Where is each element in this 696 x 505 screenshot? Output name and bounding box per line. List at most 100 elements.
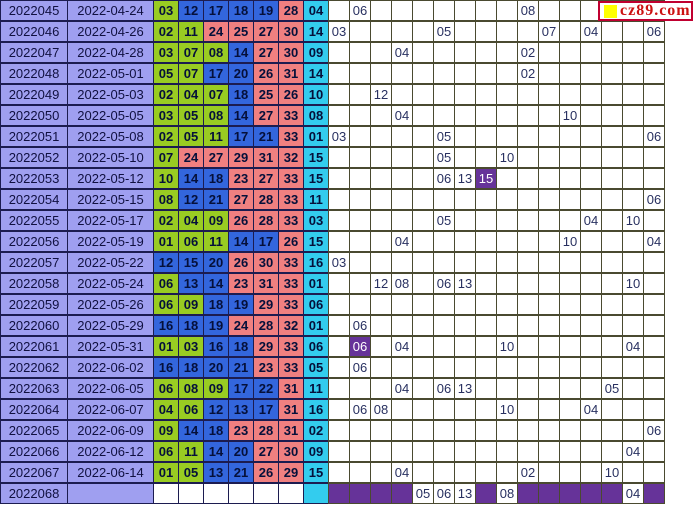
blue-ball-cell: 05 (303, 357, 329, 378)
grid-cell (475, 357, 497, 378)
grid-cell (349, 483, 371, 504)
grid-cell (454, 42, 476, 63)
logo-text: cz89.com (620, 2, 691, 19)
red-ball-cell: 17 (228, 126, 254, 147)
grid-cell (370, 147, 392, 168)
grid-cell (349, 42, 371, 63)
grid-cell (475, 105, 497, 126)
red-ball-cell: 18 (178, 315, 204, 336)
grid-cell: 12 (370, 273, 392, 294)
red-ball-cell: 05 (178, 126, 204, 147)
grid-cell (601, 84, 623, 105)
blue-ball-cell: 03 (303, 210, 329, 231)
red-ball-cell: 11 (178, 21, 204, 42)
grid-cell (643, 462, 665, 483)
red-ball-cell: 06 (153, 294, 179, 315)
draw-row: 2022053 2022-05-12 10 14 18 23 27 33 15 06 13 15 (0, 168, 665, 189)
grid-cell (328, 168, 350, 189)
grid-cell (601, 273, 623, 294)
grid-cell: 04 (643, 231, 665, 252)
grid-cell (622, 105, 644, 126)
grid-cell (580, 357, 602, 378)
grid-cell (538, 315, 560, 336)
draw-row: 2022062 2022-06-02 16 18 20 21 23 33 05 06 (0, 357, 665, 378)
date-cell: 2022-06-12 (67, 441, 154, 462)
grid-cell (475, 63, 497, 84)
grid-cell (433, 357, 455, 378)
red-ball-cell: 18 (228, 336, 254, 357)
grid-cell (580, 462, 602, 483)
grid-cell (454, 357, 476, 378)
grid-cell (559, 441, 581, 462)
red-ball-cell: 30 (278, 441, 304, 462)
grid-cell (580, 294, 602, 315)
grid-cell (559, 168, 581, 189)
grid-cell (580, 168, 602, 189)
grid-cell (517, 294, 539, 315)
grid-cell: 04 (391, 462, 413, 483)
red-ball-cell: 09 (203, 210, 229, 231)
grid-cell: 06 (349, 315, 371, 336)
red-ball-cell: 28 (253, 420, 279, 441)
grid-cell (601, 420, 623, 441)
date-cell: 2022-05-17 (67, 210, 154, 231)
grid-cell (433, 294, 455, 315)
grid-cell: 02 (517, 42, 539, 63)
grid-cell (496, 42, 518, 63)
date-cell: 2022-05-29 (67, 315, 154, 336)
grid-cell: 05 (433, 147, 455, 168)
grid-cell (496, 21, 518, 42)
draw-row: 2022068 05 06 13 08 04 (0, 483, 665, 504)
grid-cell: 05 (601, 378, 623, 399)
grid-cell: 04 (391, 42, 413, 63)
grid-cell (349, 441, 371, 462)
red-ball-cell (203, 483, 229, 504)
grid-cell (538, 273, 560, 294)
red-ball-cell: 26 (253, 462, 279, 483)
site-logo[interactable]: cz89.com (598, 1, 693, 21)
grid-cell (475, 84, 497, 105)
grid-cell (496, 273, 518, 294)
date-cell: 2022-05-05 (67, 105, 154, 126)
grid-cell (622, 462, 644, 483)
grid-cell (517, 168, 539, 189)
grid-cell: 13 (454, 483, 476, 504)
grid-cell: 10 (559, 105, 581, 126)
grid-cell (391, 84, 413, 105)
grid-cell (643, 147, 665, 168)
grid-cell (349, 231, 371, 252)
grid-cell: 05 (433, 126, 455, 147)
grid-cell: 02 (517, 462, 539, 483)
grid-cell (496, 126, 518, 147)
grid-cell (643, 336, 665, 357)
grid-cell: 06 (643, 189, 665, 210)
grid-cell (454, 0, 476, 21)
grid-cell (580, 315, 602, 336)
grid-cell (391, 483, 413, 504)
blue-ball-cell: 14 (303, 63, 329, 84)
grid-cell: 06 (433, 273, 455, 294)
grid-cell (412, 147, 434, 168)
red-ball-cell: 04 (178, 84, 204, 105)
grid-cell (517, 147, 539, 168)
grid-cell (349, 168, 371, 189)
red-ball-cell: 06 (153, 441, 179, 462)
grid-cell (559, 63, 581, 84)
draw-row: 2022047 2022-04-28 03 07 08 14 27 30 09 04 02 (0, 42, 665, 63)
grid-cell (643, 273, 665, 294)
grid-cell: 06 (349, 0, 371, 21)
grid-cell (328, 378, 350, 399)
period-cell: 2022051 (0, 126, 68, 147)
red-ball-cell: 27 (203, 147, 229, 168)
grid-cell (475, 462, 497, 483)
grid-cell (433, 189, 455, 210)
grid-cell (517, 336, 539, 357)
grid-cell (496, 84, 518, 105)
draw-row: 2022054 2022-05-15 08 12 21 27 28 33 11 06 (0, 189, 665, 210)
grid-cell (370, 189, 392, 210)
red-ball-cell: 06 (153, 378, 179, 399)
grid-cell (580, 126, 602, 147)
date-cell: 2022-05-19 (67, 231, 154, 252)
grid-cell (622, 21, 644, 42)
grid-cell (412, 189, 434, 210)
